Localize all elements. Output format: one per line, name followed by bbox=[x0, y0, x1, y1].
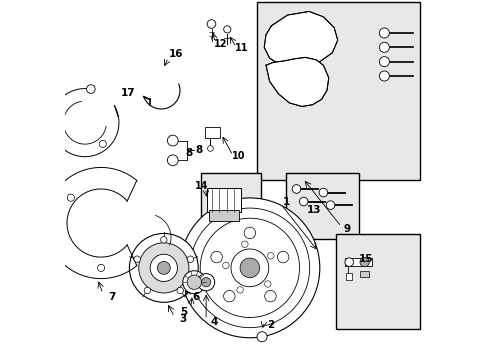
Circle shape bbox=[177, 287, 183, 294]
Circle shape bbox=[190, 208, 309, 328]
Bar bbox=[346, 273, 351, 280]
Text: 4: 4 bbox=[210, 317, 217, 327]
Text: 7: 7 bbox=[108, 292, 115, 302]
Circle shape bbox=[223, 291, 235, 302]
Text: 11: 11 bbox=[234, 43, 248, 53]
Circle shape bbox=[55, 129, 62, 136]
Circle shape bbox=[379, 42, 388, 52]
Circle shape bbox=[264, 291, 276, 302]
Text: 3: 3 bbox=[179, 315, 186, 324]
Circle shape bbox=[277, 251, 288, 263]
Circle shape bbox=[144, 287, 150, 294]
Circle shape bbox=[359, 257, 368, 267]
Circle shape bbox=[230, 249, 268, 287]
Circle shape bbox=[236, 287, 243, 293]
Circle shape bbox=[129, 233, 198, 302]
Text: 1: 1 bbox=[282, 197, 289, 207]
Circle shape bbox=[223, 26, 230, 33]
Bar bbox=[257, 3, 419, 180]
Circle shape bbox=[187, 256, 193, 262]
Text: 8: 8 bbox=[195, 145, 202, 156]
Circle shape bbox=[319, 188, 327, 197]
Circle shape bbox=[139, 243, 188, 293]
Circle shape bbox=[379, 28, 388, 38]
Circle shape bbox=[244, 227, 255, 239]
Circle shape bbox=[257, 332, 266, 342]
Circle shape bbox=[207, 145, 213, 151]
Circle shape bbox=[299, 197, 307, 206]
Text: 17: 17 bbox=[121, 88, 135, 98]
Circle shape bbox=[99, 140, 106, 148]
Bar bbox=[285, 173, 359, 239]
Bar bbox=[335, 234, 419, 329]
Circle shape bbox=[344, 258, 353, 266]
Circle shape bbox=[157, 261, 170, 274]
Polygon shape bbox=[264, 12, 337, 65]
Circle shape bbox=[201, 278, 210, 287]
Circle shape bbox=[187, 275, 201, 289]
Circle shape bbox=[57, 234, 64, 241]
Text: 10: 10 bbox=[231, 150, 244, 161]
Text: 6: 6 bbox=[192, 292, 200, 302]
Circle shape bbox=[86, 85, 95, 93]
Text: 15: 15 bbox=[359, 254, 373, 264]
Bar bbox=[201, 173, 260, 230]
Circle shape bbox=[197, 274, 214, 291]
Text: 14: 14 bbox=[194, 181, 208, 192]
Text: 5: 5 bbox=[180, 307, 187, 316]
Bar bbox=[344, 258, 371, 266]
Bar bbox=[204, 127, 220, 138]
Circle shape bbox=[264, 281, 270, 287]
Text: 2: 2 bbox=[267, 320, 274, 329]
Circle shape bbox=[267, 253, 273, 259]
Circle shape bbox=[241, 241, 247, 247]
Circle shape bbox=[183, 271, 205, 294]
Circle shape bbox=[150, 254, 177, 282]
Text: 13: 13 bbox=[306, 206, 321, 216]
Text: 9: 9 bbox=[343, 225, 350, 234]
Circle shape bbox=[222, 262, 229, 269]
Circle shape bbox=[167, 135, 178, 146]
Circle shape bbox=[134, 256, 140, 262]
Circle shape bbox=[379, 57, 388, 67]
Bar bbox=[208, 211, 239, 221]
Circle shape bbox=[200, 218, 299, 318]
Text: 12: 12 bbox=[214, 39, 227, 49]
Text: 8: 8 bbox=[185, 148, 192, 158]
Circle shape bbox=[180, 198, 319, 338]
Circle shape bbox=[210, 251, 222, 263]
Polygon shape bbox=[265, 57, 328, 107]
Bar bbox=[359, 271, 368, 277]
Text: 16: 16 bbox=[168, 49, 183, 59]
Circle shape bbox=[207, 20, 215, 28]
Circle shape bbox=[325, 201, 334, 210]
Circle shape bbox=[379, 71, 388, 81]
Circle shape bbox=[292, 185, 300, 193]
Circle shape bbox=[160, 237, 167, 243]
Circle shape bbox=[167, 155, 178, 166]
Circle shape bbox=[67, 194, 74, 201]
Bar bbox=[206, 188, 241, 212]
Circle shape bbox=[240, 258, 259, 278]
Circle shape bbox=[97, 264, 104, 271]
